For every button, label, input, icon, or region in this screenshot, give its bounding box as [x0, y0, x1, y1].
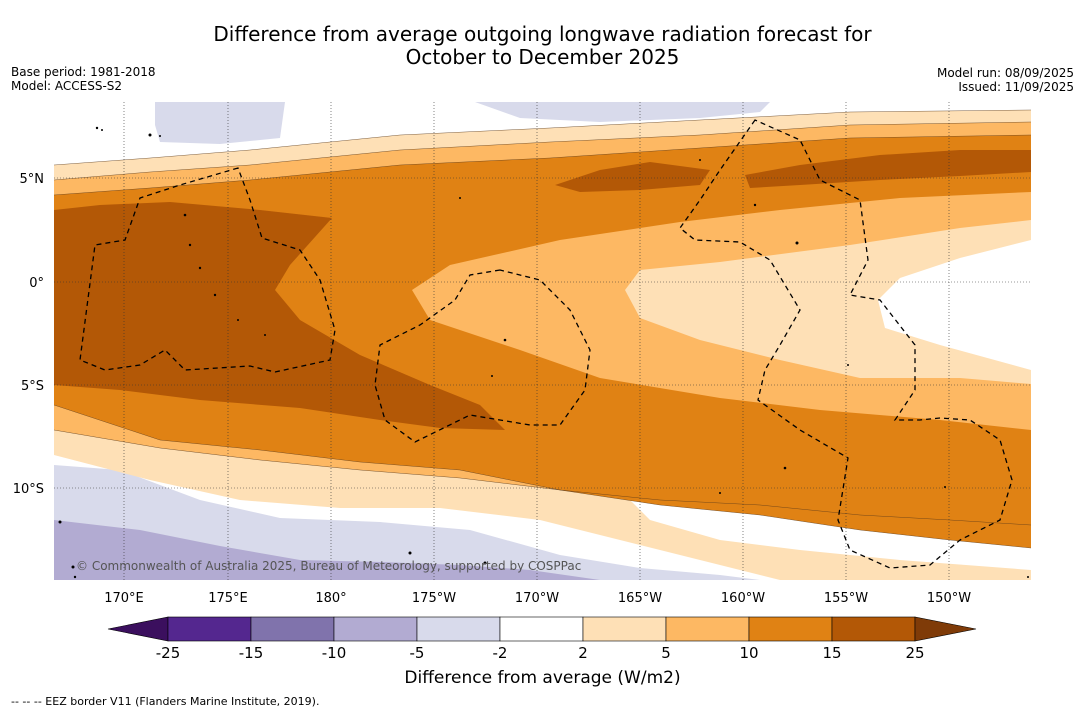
lat-label: 5°S — [21, 379, 44, 394]
colorbar-tick-label: 15 — [822, 644, 841, 662]
colorbar-tick-label: -5 — [410, 644, 425, 662]
lat-label: 0° — [29, 276, 44, 291]
band-purple-top-right — [475, 102, 770, 122]
chart-title-line1: Difference from average outgoing longwav… — [213, 22, 872, 46]
lon-label: 170°E — [104, 591, 144, 606]
band-brown-west — [54, 202, 505, 430]
lon-label: 170°W — [515, 591, 559, 606]
meta-left: Base period: 1981-2018 Model: ACCESS-S2 — [11, 65, 156, 93]
chart-title-line2: October to December 2025 — [405, 45, 680, 69]
lon-labels: 170°E 175°E 180° 175°W 170°W 165°W 160°W… — [104, 591, 971, 606]
lat-labels: 5°N 0° 5°S 10°S — [13, 172, 44, 497]
lon-label: 180° — [315, 591, 346, 606]
base-period: Base period: 1981-2018 — [11, 65, 156, 79]
colorbar-arrow-right — [914, 616, 977, 642]
colorbar-segment — [333, 616, 418, 642]
issued-date: Issued: 11/09/2025 — [958, 80, 1074, 94]
copyright-text: © Commonwealth of Australia 2025, Bureau… — [76, 559, 581, 573]
grid-lines — [54, 102, 1031, 580]
band-purple-bottom-dark — [54, 520, 600, 580]
colorbar-tick-label: 10 — [739, 644, 758, 662]
colorbar-tick-label: 2 — [578, 644, 588, 662]
lat-label: 5°N — [20, 172, 45, 187]
meta-right: Model run: 08/09/2025 Issued: 11/09/2025 — [937, 66, 1074, 94]
colorbar-segment — [831, 616, 916, 642]
eez-line-islands — [679, 119, 1013, 569]
band-brown-north-2 — [745, 150, 1031, 188]
colorbar-tick-label: -10 — [322, 644, 347, 662]
colorbar-segment — [167, 616, 252, 642]
colorbar-segment — [748, 616, 833, 642]
colorbar-segment — [416, 616, 501, 642]
colorbar-segment — [499, 616, 584, 642]
colorbar-arrow-left — [107, 616, 169, 642]
lat-label: 10°S — [13, 482, 44, 497]
colorbar-segment — [582, 616, 667, 642]
colorbar-tick-label: -2 — [493, 644, 508, 662]
model-name: Model: ACCESS-S2 — [11, 79, 123, 93]
model-run: Model run: 08/09/2025 — [936, 66, 1074, 80]
lon-label: 150°W — [927, 591, 971, 606]
colorbar-tick-label: -25 — [156, 644, 181, 662]
lon-label: 165°W — [618, 591, 662, 606]
band-purple-top — [155, 102, 285, 144]
colorbar — [107, 616, 977, 642]
colorbar-segment — [665, 616, 750, 642]
lon-label: 155°W — [824, 591, 868, 606]
colorbar-tick-label: 25 — [905, 644, 924, 662]
colorbar-ticks: -25 -15 -10 -5 -2 2 5 10 15 25 — [156, 644, 925, 662]
contour-fill — [54, 102, 1031, 580]
eez-tuvalu — [79, 167, 336, 373]
colorbar-segment — [250, 616, 335, 642]
eez-legend-footer: -- -- -- EEZ border V11 (Flanders Marine… — [11, 695, 320, 708]
islands — [58, 126, 1029, 579]
lon-label: 175°W — [412, 591, 456, 606]
band-white-east — [878, 240, 1031, 370]
lon-label: 160°W — [721, 591, 765, 606]
colorbar-tick-label: 5 — [661, 644, 671, 662]
lon-label: 175°E — [208, 591, 248, 606]
eez-borders — [79, 119, 1013, 569]
contour-lines — [54, 109, 1031, 549]
band-brown-north-1 — [555, 162, 710, 192]
colorbar-title: Difference from average (W/m2) — [404, 668, 681, 688]
colorbar-tick-label: -15 — [239, 644, 264, 662]
